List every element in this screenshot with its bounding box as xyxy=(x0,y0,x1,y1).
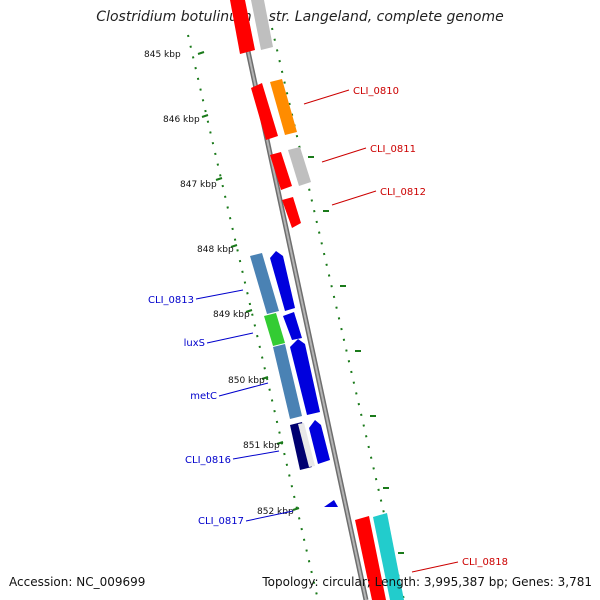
kbp-label-848: 848 kbp xyxy=(197,245,234,255)
gene-red-0818 xyxy=(355,516,386,600)
gene-grey-0811 xyxy=(288,147,311,186)
gene-red-top xyxy=(230,0,255,54)
outer-major-ticks xyxy=(308,156,404,554)
forward-leader-lines xyxy=(303,89,459,573)
gene-label-CLI_0811[interactable]: CLI_0811 xyxy=(370,144,416,155)
kbp-label-849: 849 kbp xyxy=(213,310,250,320)
accession-text: Accession: NC_009699 xyxy=(9,575,146,589)
gene-label-CLI_0818[interactable]: CLI_0818 xyxy=(462,557,508,568)
gene-blue-1 xyxy=(270,251,295,311)
gene-blue-small xyxy=(324,500,338,507)
kbp-label-847: 847 kbp xyxy=(180,180,217,190)
gene-orange-0810 xyxy=(270,79,297,135)
kbp-label-845: 845 kbp xyxy=(144,50,181,60)
topology-text: Topology: circular; Length: 3,995,387 bp… xyxy=(262,575,592,589)
gene-blue-2 xyxy=(283,312,302,340)
gene-label-CLI_0816[interactable]: CLI_0816 xyxy=(185,455,231,466)
gene-blue-4 xyxy=(309,420,330,464)
gene-label-CLI_0817[interactable]: CLI_0817 xyxy=(198,516,244,527)
gene-red-0811 xyxy=(270,152,292,190)
gene-label-CLI_0813[interactable]: CLI_0813 xyxy=(148,295,194,306)
feature-navy xyxy=(290,422,312,470)
kbp-label-846: 846 kbp xyxy=(163,115,200,125)
gene-label-CLI_0812[interactable]: CLI_0812 xyxy=(380,187,426,198)
reverse-leader-lines xyxy=(195,289,294,522)
genome-title: Clostridium botulinum F str. Langeland, … xyxy=(96,9,504,25)
kbp-label-852: 852 kbp xyxy=(257,507,294,517)
gene-label-CLI_0810[interactable]: CLI_0810 xyxy=(353,86,399,97)
feature-steelblue-2 xyxy=(273,344,302,419)
gene-label-luxS[interactable]: luxS xyxy=(184,338,205,349)
gene-blue-3 xyxy=(290,339,320,415)
gene-red-0812 xyxy=(282,197,301,228)
gene-red-0810 xyxy=(251,83,278,140)
kbp-label-850: 850 kbp xyxy=(228,376,265,386)
feature-green xyxy=(264,313,285,346)
forward-strand-features xyxy=(230,0,404,600)
feature-white xyxy=(298,423,315,467)
gene-label-metC[interactable]: metC xyxy=(190,391,217,402)
kbp-tick-marks xyxy=(197,51,300,511)
reverse-strand-features xyxy=(250,251,338,507)
gene-cyan-0818 xyxy=(373,513,404,600)
kbp-label-851: 851 kbp xyxy=(243,441,280,451)
feature-steelblue-1 xyxy=(250,253,279,314)
gene-grey-top xyxy=(251,0,273,50)
